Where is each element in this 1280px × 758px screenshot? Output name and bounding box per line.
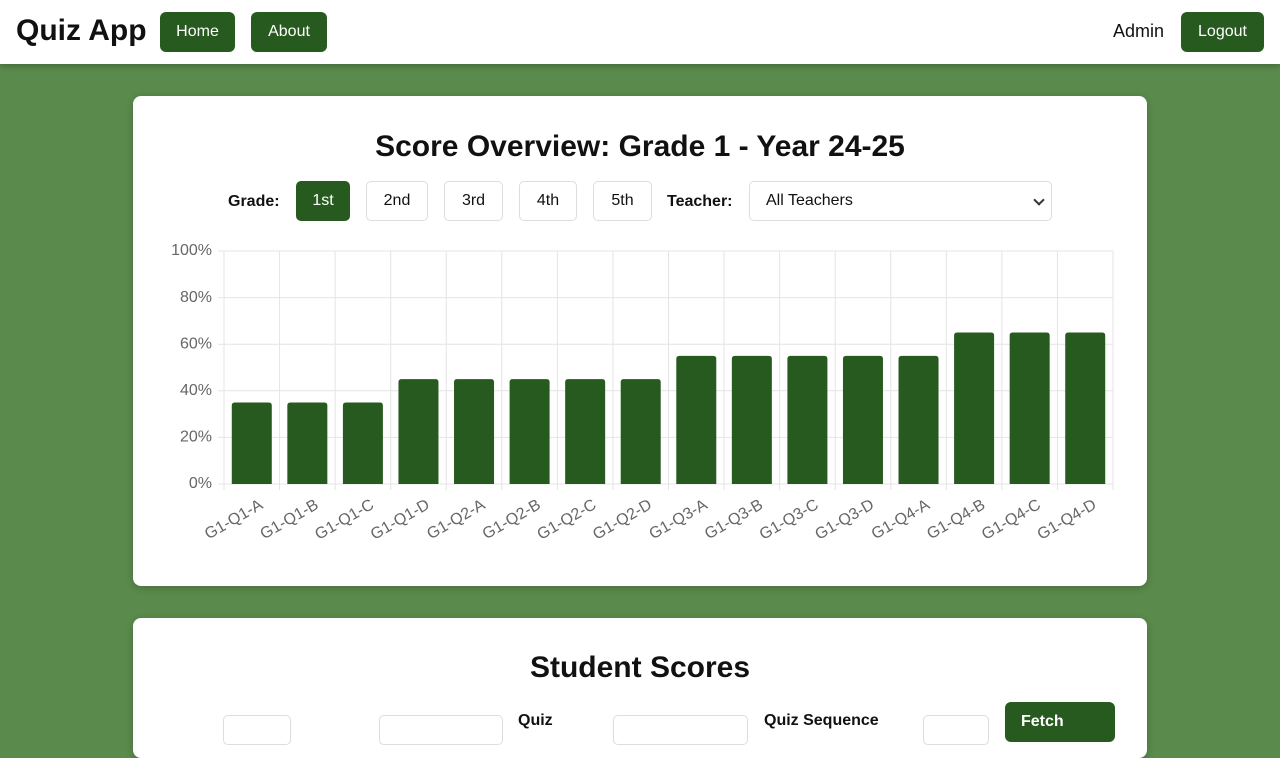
- bar: [342, 402, 383, 484]
- quiz-label: Quiz: [518, 712, 553, 729]
- y-tick-label: 60%: [180, 335, 212, 352]
- bar: [287, 402, 328, 484]
- bar: [398, 379, 439, 484]
- y-tick-label: 100%: [171, 242, 212, 259]
- home-link[interactable]: Home: [160, 12, 235, 52]
- grade-button[interactable]: 2nd: [366, 181, 428, 221]
- user-name: Admin: [1113, 21, 1165, 41]
- bar: [676, 355, 717, 484]
- x-tick-label: G1-Q3-D: [812, 496, 877, 543]
- bar: [954, 332, 995, 484]
- x-tick-label: G1-Q1-A: [202, 496, 266, 543]
- bar: [454, 379, 495, 484]
- x-tick-label: G1-Q4-D: [1035, 496, 1100, 543]
- x-tick-label: G1-Q1-B: [258, 496, 322, 543]
- grade-button[interactable]: 3rd: [444, 181, 503, 221]
- x-tick-label: G1-Q4-C: [979, 496, 1044, 543]
- logout-button[interactable]: Logout: [1181, 12, 1264, 52]
- bar: [731, 355, 772, 484]
- bar: [898, 355, 939, 484]
- bar: [1065, 332, 1106, 484]
- navbar: Quiz App Home About Admin Logout: [0, 0, 1280, 64]
- y-tick-label: 40%: [180, 382, 212, 399]
- brand: Quiz App: [16, 14, 147, 47]
- bar: [1009, 332, 1050, 484]
- bar: [842, 355, 883, 484]
- bar: [787, 355, 828, 484]
- y-tick-label: 0%: [189, 475, 212, 492]
- bar: [620, 379, 661, 484]
- x-tick-label: G1-Q3-C: [757, 496, 822, 543]
- about-link[interactable]: About: [251, 12, 327, 52]
- x-tick-label: G1-Q3-B: [702, 496, 766, 543]
- teacher-select[interactable]: All Teachers: [749, 181, 1052, 221]
- grade-button[interactable]: 5th: [593, 181, 652, 221]
- app: Quiz App Home About Admin Logout Score O…: [0, 0, 1280, 720]
- fetch-button[interactable]: Fetch: [1005, 702, 1115, 742]
- overview-card: Score Overview: Grade 1 - Year 24-25 Gra…: [133, 96, 1147, 586]
- x-tick-label: G1-Q3-A: [646, 496, 710, 543]
- scores-title: Student Scores: [529, 651, 751, 684]
- overview-title: Score Overview: Grade 1 - Year 24-25: [375, 130, 905, 163]
- x-tick-label: G1-Q2-D: [590, 496, 655, 543]
- bar: [231, 402, 272, 484]
- grade-button[interactable]: 4th: [519, 181, 577, 221]
- x-tick-label: G1-Q2-A: [424, 496, 488, 543]
- scores-card: Student Scores Quiz Quiz Sequence Fetch: [133, 618, 1147, 758]
- y-tick-label: 80%: [180, 289, 212, 306]
- x-tick-label: G1-Q4-B: [924, 496, 988, 543]
- bar: [509, 379, 550, 484]
- x-tick-label: G1-Q4-A: [869, 496, 933, 543]
- y-tick-label: 20%: [180, 429, 212, 446]
- chart: 0%20%40%60%80%100%G1-Q1-AG1-Q1-BG1-Q1-CG…: [171, 242, 1114, 544]
- grade-button[interactable]: 1st: [296, 181, 350, 221]
- x-tick-label: G1-Q1-C: [312, 496, 377, 543]
- x-tick-label: G1-Q2-C: [535, 496, 600, 543]
- grade-label: Grade:: [228, 193, 280, 210]
- page: Quiz App {"nav": {"brand": "Quiz App", "…: [0, 0, 1280, 720]
- sequence-label: Quiz Sequence: [764, 712, 879, 729]
- teacher-label: Teacher:: [667, 193, 733, 210]
- x-tick-label: G1-Q2-B: [480, 496, 544, 543]
- x-tick-label: G1-Q1-D: [368, 496, 433, 543]
- bar: [565, 379, 606, 484]
